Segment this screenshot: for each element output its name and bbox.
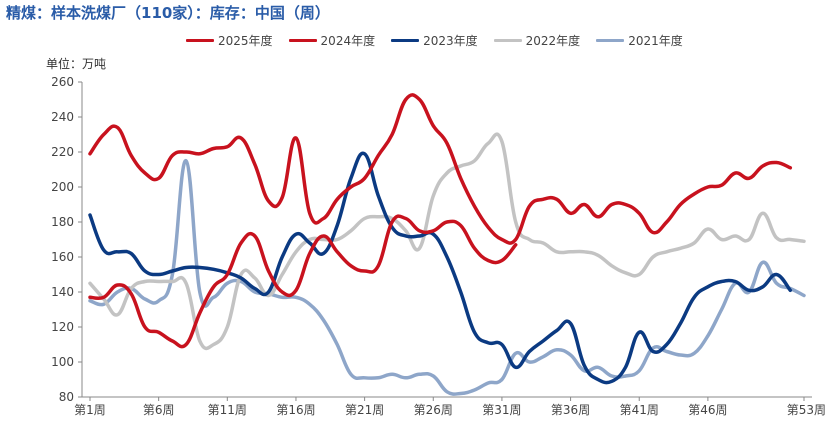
y-axis-unit-label: 单位：万吨 bbox=[46, 57, 107, 71]
series-line-2023 bbox=[88, 151, 793, 385]
legend-item-2022: 2022年度 bbox=[493, 32, 581, 49]
series-line-2024 bbox=[88, 93, 793, 245]
x-tick-label: 第46周 bbox=[688, 403, 727, 417]
legend-swatch bbox=[493, 39, 522, 42]
series-line-2022 bbox=[88, 132, 806, 351]
x-tick-label: 第11周 bbox=[208, 403, 247, 417]
series-line-2025 bbox=[88, 214, 518, 349]
legend-swatch bbox=[186, 39, 214, 42]
y-tick-label: 160 bbox=[51, 250, 74, 264]
x-tick-label: 第41周 bbox=[620, 403, 659, 417]
y-tick-label: 200 bbox=[51, 180, 74, 194]
legend-item-2021: 2021年度 bbox=[596, 32, 683, 49]
x-tick-label: 第16周 bbox=[276, 403, 315, 417]
x-tick-label: 第26周 bbox=[414, 403, 453, 417]
x-tick-label: 第6周 bbox=[143, 403, 175, 417]
x-tick-label: 第31周 bbox=[482, 403, 521, 417]
legend-swatch bbox=[391, 39, 420, 42]
y-tick-label: 240 bbox=[51, 110, 74, 124]
legend-label: 2022年度 bbox=[525, 34, 581, 48]
x-tick-label: 第21周 bbox=[345, 403, 384, 417]
chart-legend: 2025年度 2024年度 2023年度 2022年度 2021年度 bbox=[186, 32, 683, 49]
y-tick-label: 180 bbox=[51, 215, 74, 229]
y-tick-label: 260 bbox=[51, 75, 74, 89]
y-tick-label: 140 bbox=[51, 285, 74, 299]
legend-swatch bbox=[288, 39, 317, 42]
chart-axes: 80 100 120 140 160 180 200 220 240 260 第1周 第6周 第11周 第… bbox=[51, 75, 826, 417]
legend-label: 2024年度 bbox=[320, 34, 376, 48]
legend-item-2023: 2023年度 bbox=[391, 32, 478, 49]
y-tick-label: 120 bbox=[51, 320, 74, 334]
legend-label: 2025年度 bbox=[218, 34, 273, 48]
x-tick-label: 第1周 bbox=[74, 403, 106, 417]
series-line-2021 bbox=[88, 159, 806, 396]
y-tick-label: 80 bbox=[59, 390, 74, 404]
legend-item-2025: 2025年度 bbox=[186, 32, 273, 49]
legend-item-2024: 2024年度 bbox=[288, 32, 376, 49]
legend-label: 2021年度 bbox=[628, 34, 683, 48]
x-tick-label: 第53周 bbox=[787, 403, 826, 417]
x-tick-label: 第36周 bbox=[551, 403, 590, 417]
chart-series bbox=[88, 93, 806, 396]
chart-title: 精煤：样本洗煤厂（110家）：库存：中国（周） bbox=[6, 4, 330, 22]
y-tick-label: 100 bbox=[51, 355, 74, 369]
y-tick-label: 220 bbox=[51, 145, 74, 159]
legend-swatch bbox=[596, 39, 625, 42]
legend-label: 2023年度 bbox=[423, 34, 478, 48]
